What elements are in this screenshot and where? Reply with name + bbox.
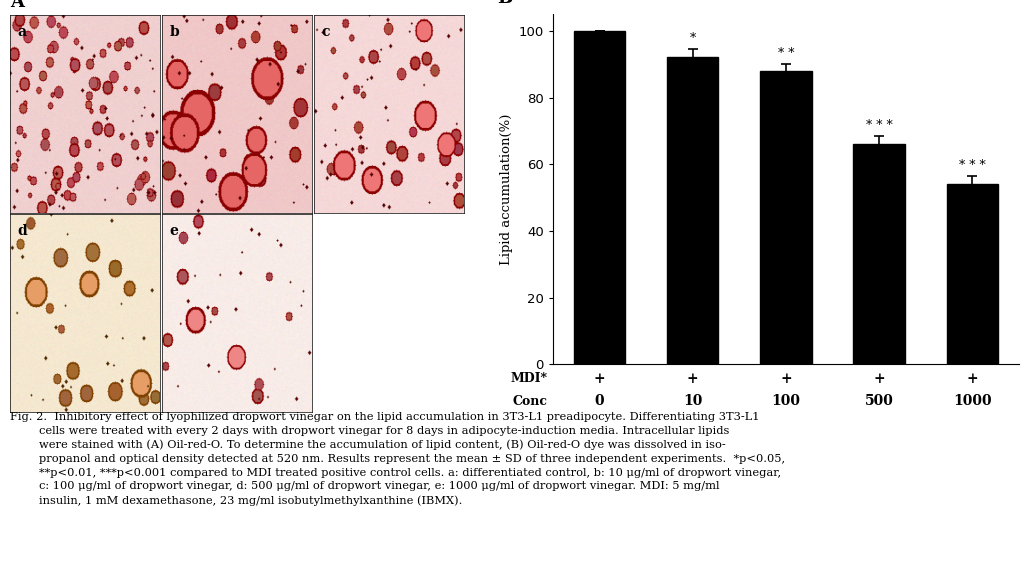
Text: * * *: * * *	[865, 119, 892, 132]
Text: +: +	[687, 372, 698, 385]
Bar	[574, 31, 626, 364]
Text: * * *: * * *	[958, 159, 985, 172]
Text: 1000: 1000	[953, 394, 991, 408]
Text: *: *	[690, 32, 696, 45]
Text: +: +	[780, 372, 792, 385]
Text: d: d	[17, 224, 28, 238]
Y-axis label: Lipid accumulation(%): Lipid accumulation(%)	[500, 114, 513, 265]
Text: 100: 100	[771, 394, 801, 408]
Text: Fig. 2.  Inhibitory effect of lyophilized dropwort vinegar on the lipid accumula: Fig. 2. Inhibitory effect of lyophilized…	[10, 412, 785, 506]
Text: A: A	[10, 0, 25, 11]
Text: 10: 10	[683, 394, 702, 408]
Text: e: e	[170, 224, 178, 238]
Text: 500: 500	[864, 394, 894, 408]
Text: 0: 0	[595, 394, 604, 408]
Bar	[668, 58, 719, 364]
Text: +: +	[967, 372, 978, 385]
Text: +: +	[594, 372, 605, 385]
Text: +: +	[873, 372, 885, 385]
Text: b: b	[170, 25, 179, 39]
Text: a: a	[17, 25, 27, 39]
Text: MDI*: MDI*	[511, 372, 548, 385]
Text: * *: * *	[777, 47, 795, 60]
Bar	[760, 71, 812, 364]
Bar	[853, 144, 904, 364]
Text: Conc: Conc	[513, 394, 548, 408]
Text: c: c	[322, 25, 330, 39]
Bar	[946, 184, 997, 364]
Text: B: B	[497, 0, 512, 7]
